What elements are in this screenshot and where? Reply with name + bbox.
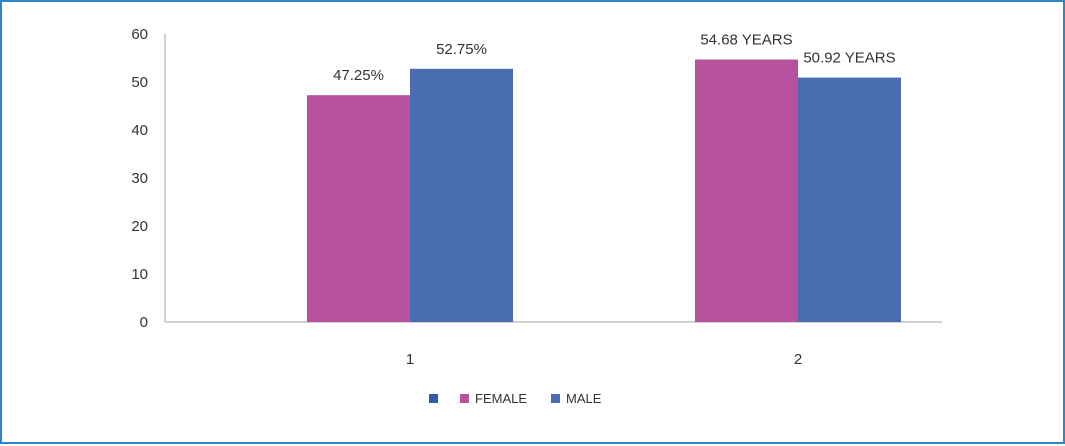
y-tick-label-20: 20: [131, 218, 148, 235]
y-tick-label-10: 10: [131, 266, 148, 283]
x-category-label-1: 1: [406, 351, 414, 368]
y-tick-label-0: 0: [140, 314, 148, 331]
y-axis-ticks: 0 10 20 30 40 50 60: [131, 26, 148, 331]
legend-marker-male: [551, 394, 560, 403]
data-labels-group: 47.25% 52.75% 54.68 YEARS 50.92 YEARS: [333, 32, 896, 85]
y-tick-label-30: 30: [131, 170, 148, 187]
y-tick-label-40: 40: [131, 122, 148, 139]
y-tick-label-50: 50: [131, 74, 148, 91]
y-tick-label-60: 60: [131, 26, 148, 43]
data-label-female-1: 47.25%: [333, 67, 384, 84]
bar-female-1: [307, 95, 410, 322]
legend-label-male: MALE: [566, 391, 602, 406]
bar-male-2: [798, 77, 901, 322]
legend-marker-female: [460, 394, 469, 403]
data-label-male-1: 52.75%: [436, 41, 487, 58]
bars-group: [307, 59, 901, 322]
legend: FEMALE MALE: [429, 391, 602, 406]
x-category-label-2: 2: [794, 351, 802, 368]
legend-unlabeled-marker: [429, 394, 438, 403]
data-label-female-2: 54.68 YEARS: [700, 32, 792, 49]
bar-female-2: [695, 59, 798, 322]
data-label-male-2: 50.92 YEARS: [803, 50, 895, 67]
bar-male-1: [410, 68, 513, 322]
legend-label-female: FEMALE: [475, 391, 527, 406]
